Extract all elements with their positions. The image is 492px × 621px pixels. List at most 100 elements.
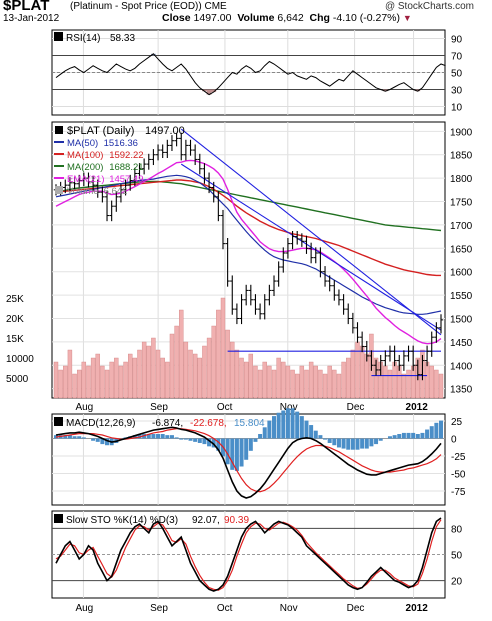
macd-tick-label: 25 (451, 417, 463, 428)
month-tick-label: Aug (75, 603, 93, 614)
price-tick-label: 1650 (450, 244, 473, 255)
close-value: 1497.00 (193, 12, 232, 24)
ma50-line (55, 174, 442, 315)
volume-bar (392, 361, 397, 399)
macd-tick-label: -50 (451, 470, 466, 481)
macd-tick-label: 0 (451, 435, 457, 446)
volume-bar (141, 341, 147, 399)
volume-bar (160, 357, 165, 399)
macd-histogram-bar (174, 437, 179, 439)
volume-bar (318, 369, 323, 399)
volume-bar (271, 369, 277, 399)
volume-bar (202, 345, 207, 399)
macd-histogram-bar (105, 438, 110, 446)
volume-value: 6,642 (277, 12, 304, 24)
macd-histogram-bar (434, 422, 439, 439)
volume-bar (332, 369, 337, 399)
macd-histogram-bar (281, 410, 286, 439)
volume-bar (257, 369, 263, 399)
macd-histogram-bar (429, 426, 434, 439)
macd-histogram-bar (397, 434, 402, 439)
macd-histogram-bar (364, 438, 369, 449)
sto-d-line (55, 519, 442, 591)
macd-histogram-bar (318, 435, 323, 439)
sto-legend-value: 90.39 (224, 515, 249, 526)
macd-histogram-bar (285, 408, 290, 439)
volume-bar (225, 329, 230, 399)
legend-label: Volume (67, 186, 99, 197)
volume-bar (290, 369, 295, 399)
macd-histogram-bar (341, 438, 346, 449)
volume-bar (100, 365, 105, 399)
volume-bar (355, 341, 360, 399)
volume-bar (299, 365, 305, 399)
macd-histogram-bar (360, 438, 365, 449)
macd-histogram-bar (183, 438, 188, 440)
macd-histogram-bar (323, 438, 328, 440)
price-tick-label: 1500 (450, 314, 473, 325)
macd-legend-swatch (54, 417, 63, 426)
volume-bar (220, 297, 226, 399)
volume-bar (346, 357, 351, 399)
volume-bar (58, 369, 63, 399)
volume-tick-label: 15K (6, 334, 24, 345)
macd-histogram-bar (290, 408, 295, 439)
macd-histogram-bar (272, 416, 277, 439)
volume-bar (434, 369, 439, 399)
macd-histogram-bar (336, 438, 341, 448)
macd-histogram-bar (378, 438, 383, 441)
legend-label: EMA(21) (67, 174, 104, 185)
volume-bar (53, 361, 59, 399)
macd-histogram-bar (295, 411, 300, 439)
rsi-legend-value: 58.33 (110, 33, 135, 44)
sto-tick-label: 50 (451, 551, 463, 562)
macd-histogram-bar (207, 438, 212, 447)
price-tick-label: 1400 (450, 361, 473, 372)
macd-histogram-bar (81, 437, 86, 439)
volume-bar (183, 341, 189, 399)
legend-value: 1497.00 (145, 125, 185, 137)
rsi-oversold-fill (206, 89, 212, 95)
volume-bar (304, 369, 309, 399)
macd-histogram-bar (193, 438, 198, 442)
macd-histogram-bar (332, 438, 337, 446)
symbol-description: (Platinum - Spot Price (EOD)) (70, 1, 202, 12)
macd-histogram-bar (392, 435, 397, 439)
volume-bar (243, 361, 249, 399)
volume-bar (313, 365, 318, 399)
volume-bar (267, 365, 272, 399)
volume-tick-label: 25K (6, 294, 24, 305)
macd-histogram-bar (165, 435, 170, 439)
volume-bar (322, 373, 328, 399)
rsi-oversold-fill (415, 89, 421, 92)
legend-label: MA(200) (67, 162, 103, 173)
rsi-oversold-fill (382, 89, 388, 92)
volume-label: Volume (237, 12, 275, 24)
legend-value: 1688.21 (109, 162, 143, 173)
macd-histogram-bar (67, 435, 72, 439)
volume-bar (67, 349, 73, 399)
macd-histogram-bar (63, 435, 68, 439)
rsi-tick-label: 90 (451, 35, 463, 46)
volume-bar (308, 361, 314, 399)
price-tick-label: 1750 (450, 198, 473, 209)
sto-tick-label: 80 (451, 524, 463, 535)
macd-histogram-bar (77, 436, 82, 439)
volume-bar (248, 353, 254, 399)
macd-histogram-bar (160, 434, 165, 439)
legend-value: 1592.22 (109, 150, 143, 161)
sto-legend-label: Slow STO %K(14) %D(3) (66, 515, 178, 526)
legend-value: 6,642 (104, 186, 128, 197)
volume-bar (234, 349, 240, 399)
sto-tick-label: 20 (451, 577, 463, 588)
macd-histogram-bar (132, 435, 137, 439)
macd-histogram-bar (253, 438, 258, 442)
sto-legend-value: 92.07, (192, 515, 220, 526)
rsi-legend-swatch (54, 32, 63, 41)
symbol-title: $PLAT (3, 0, 50, 14)
legend-value: 1457.49 (109, 174, 143, 185)
month-tick-label: Oct (217, 402, 233, 413)
month-tick-label: 2012 (406, 603, 429, 614)
macd-histogram-bar (202, 438, 207, 445)
rsi-tick-label: 50 (451, 69, 463, 80)
